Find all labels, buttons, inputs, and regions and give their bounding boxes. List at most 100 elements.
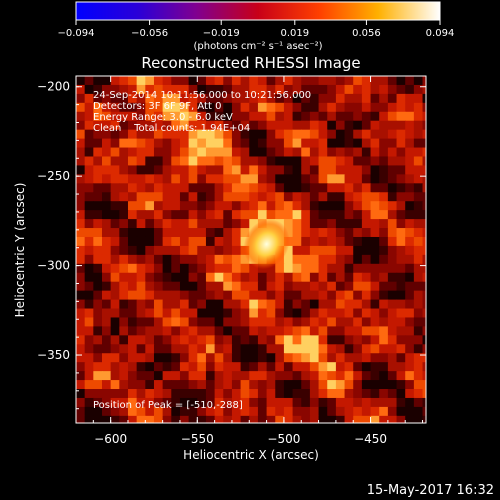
heatmap-cell [127,84,138,95]
heatmap-cell [145,380,155,390]
heatmap-cell [231,120,242,131]
heatmap-cell [387,389,398,399]
heatmap-cell [292,129,302,140]
heatmap-cell [145,371,155,381]
heatmap-cell [162,147,172,158]
heatmap-cell [197,415,207,423]
heatmap-cell [249,263,259,274]
heatmap-cell [101,389,112,399]
heatmap-cell [171,406,181,417]
heatmap-cell [240,174,250,184]
heatmap-cell [197,299,207,310]
heatmap-cell [361,129,372,140]
heatmap-cell [335,415,346,423]
heatmap-cell [136,389,146,399]
heatmap-cell [266,111,276,122]
heatmap-cell [197,335,207,345]
heatmap-cell [344,183,354,193]
heatmap-cell [353,362,363,372]
heatmap-cell [240,219,250,229]
heatmap-cell [370,84,380,95]
heatmap-cell [110,102,120,113]
heatmap-cell [240,84,250,95]
heatmap-cell [84,228,94,238]
heatmap-cell [301,254,311,265]
heatmap-cell [335,165,346,175]
heatmap-cell [145,344,155,354]
heatmap-cell [335,111,346,122]
heatmap-cell [387,111,398,122]
heatmap-cell [136,326,146,336]
heatmap-cell [344,165,354,175]
heatmap-cell [275,192,285,202]
x-tick-label: −450 [354,432,387,446]
heatmap-cell [153,326,164,336]
heatmap-cell [145,156,155,167]
heatmap-cell [84,254,94,265]
heatmap-cell [249,317,259,328]
heatmap-cell [344,84,354,95]
heatmap-cell [283,397,294,408]
heatmap-cell [231,380,242,390]
heatmap-cell [361,93,372,104]
heatmap-cell [101,254,112,265]
heatmap-cell [127,335,138,345]
heatmap-cell [387,120,398,131]
heatmap-cell [171,397,181,408]
heatmap-cell [309,371,320,381]
heatmap-cell [110,93,120,104]
heatmap-cell [214,263,224,274]
heatmap-cell [257,299,268,310]
heatmap-cell [396,415,406,423]
heatmap-cell [327,254,337,265]
heatmap-cell [205,192,216,202]
heatmap-cell [292,174,302,184]
heatmap-cell [361,272,372,283]
heatmap-cell [353,120,363,131]
heatmap-cell [110,317,120,328]
heatmap-cell [197,120,207,131]
heatmap-cell [214,156,224,167]
heatmap-cell [93,299,103,310]
heatmap-cell [266,308,276,319]
heatmap-cell [379,120,389,131]
heatmap-cell [370,120,380,131]
heatmap-cell [240,299,250,310]
heatmap-cell [136,129,146,140]
heatmap-cell [214,380,224,390]
heatmap-cell [145,120,155,131]
heatmap-cell [370,245,380,256]
heatmap-cell [422,165,426,175]
heatmap-cell [309,192,320,202]
heatmap-cell [379,210,389,220]
heatmap-cell [361,111,372,122]
heatmap-cell [84,299,94,310]
heatmap-cell [136,380,146,390]
heatmap-cell [214,415,224,423]
heatmap-cell [396,156,406,167]
heatmap-cell [249,326,259,336]
heatmap-cell [171,353,181,363]
heatmap-cell [110,236,120,247]
heatmap-cell [387,201,398,211]
heatmap-cell [283,344,294,354]
heatmap-cell [361,299,372,310]
heatmap-cell [422,317,426,328]
heatmap-cell [344,174,354,184]
heatmap-cell [405,272,415,283]
heatmap-cell [405,263,415,274]
heatmap-cell [205,129,216,140]
heatmap-cell [136,165,146,175]
heatmap-cell [353,344,363,354]
heatmap-cell [145,228,155,238]
heatmap-cell [335,138,346,149]
heatmap-cell [136,183,146,193]
heatmap-cell [101,380,112,390]
heatmap-cell [179,389,190,399]
heatmap-cell [188,174,198,184]
heatmap-cell [84,380,94,390]
heatmap-cell [240,406,250,417]
heatmap-cell [110,228,120,238]
heatmap-cell [188,415,198,423]
heatmap-cell [136,156,146,167]
